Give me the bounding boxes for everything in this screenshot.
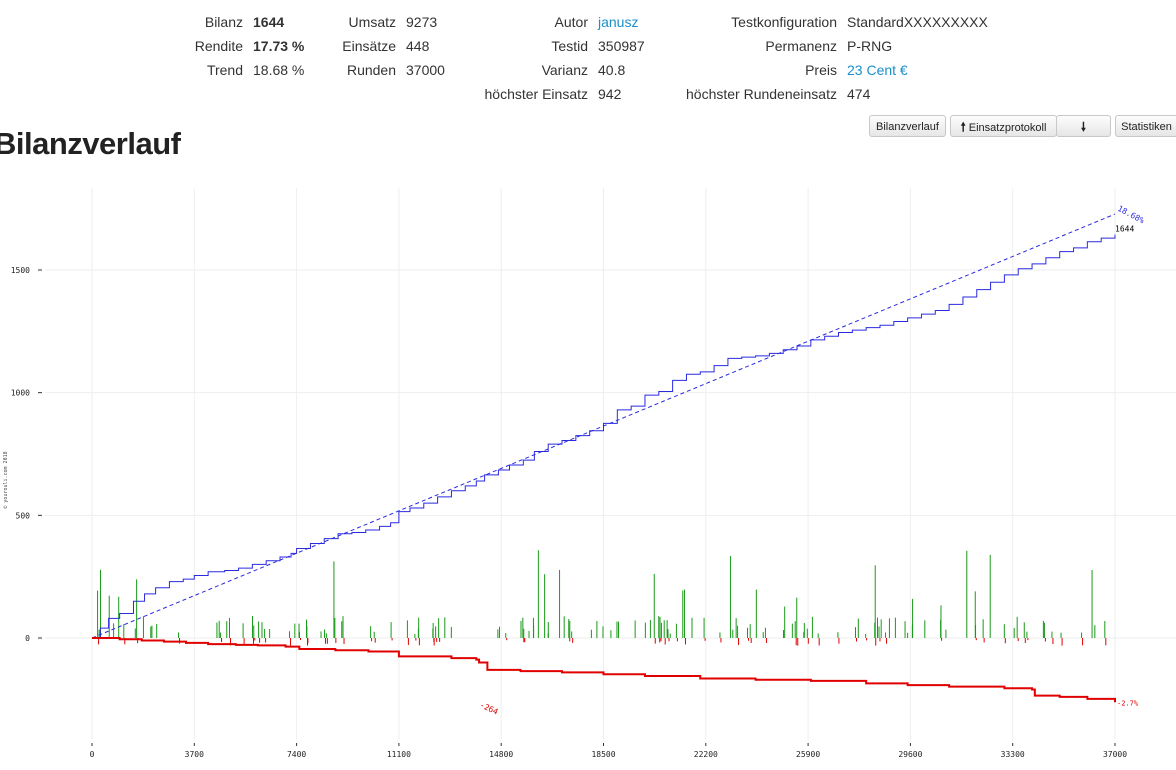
runden-label: Runden — [346, 62, 396, 78]
x-tick-label: 33300 — [1001, 750, 1025, 759]
preis-label: Preis — [805, 62, 837, 78]
x-tick-label: 37000 — [1103, 750, 1127, 759]
balance-line — [92, 234, 1116, 639]
loss-min-label: -264 — [478, 700, 499, 716]
preis-link[interactable]: 23 Cent € — [847, 62, 908, 78]
varianz-value: 40.8 — [598, 62, 626, 78]
x-tick-label: 22200 — [694, 750, 718, 759]
testkonfiguration-label: Testkonfiguration — [731, 14, 837, 30]
bet-bars — [97, 550, 1107, 646]
y-tick-label: 1500 — [11, 266, 30, 275]
x-tick-label: 29600 — [898, 750, 922, 759]
x-tick-label: 18500 — [591, 750, 615, 759]
page-title: Bilanzverlauf — [0, 126, 181, 161]
arrow-up-icon: 🠕 — [960, 120, 966, 134]
x-tick-label: 25900 — [796, 750, 820, 759]
loss-line — [92, 637, 1116, 703]
x-tick-label: 0 — [90, 750, 95, 759]
bilanz-value: 1644 — [253, 14, 285, 30]
einsaetze-label: Einsätze — [342, 38, 396, 54]
chart-axes: 0 3700 7400 11100 14800 18500 22200 25900 29600 3… — [11, 266, 1127, 759]
einsatzprotokoll-button[interactable]: 🠕 Einsatzprotokoll — [950, 115, 1057, 137]
rendite-value: 17.73 % — [253, 38, 305, 54]
y-tick-label: 1000 — [11, 389, 30, 398]
autor-label: Autor — [554, 14, 588, 30]
einsaetze-value: 448 — [406, 38, 430, 54]
testid-value: 350987 — [598, 38, 645, 54]
y-tick-label: 500 — [16, 511, 31, 520]
balance-end-label: 1644 — [1115, 225, 1134, 234]
varianz-label: Varianz — [541, 62, 588, 78]
hoechster-rundeneinsatz-value: 474 — [847, 86, 871, 102]
trend-label: 18.68% — [1116, 204, 1146, 226]
x-tick-label: 14800 — [489, 750, 513, 759]
runden-value: 37000 — [406, 62, 445, 78]
stats-panel: Bilanz 1644 Rendite 17.73 % Trend 18.68 … — [0, 10, 1176, 110]
hoechster-einsatz-label: höchster Einsatz — [484, 86, 589, 102]
download-button[interactable]: 🠗 — [1056, 115, 1111, 137]
y-tick-label: 0 — [25, 634, 30, 643]
x-tick-label: 11100 — [387, 750, 411, 759]
watermark: © yourouli.com 2018 — [3, 451, 9, 508]
statistiken-button[interactable]: Statistiken — [1115, 115, 1176, 137]
chart-lines — [91, 213, 1116, 703]
permanenz-value: P-RNG — [847, 38, 893, 54]
arrow-down-icon: 🠗 — [1080, 120, 1087, 134]
hoechster-einsatz-value: 942 — [598, 86, 622, 102]
x-tick-label: 3700 — [185, 750, 204, 759]
umsatz-label: Umsatz — [348, 14, 396, 30]
loss-end-label: -2.7% — [1117, 699, 1139, 707]
chart-grid — [45, 188, 1176, 740]
x-tick-label: 7400 — [287, 750, 306, 759]
autor-link[interactable]: janusz — [598, 14, 639, 30]
trend-label: Trend — [206, 62, 243, 78]
testid-label: Testid — [551, 38, 588, 54]
trend-line — [91, 213, 1116, 639]
trend-value: 18.68 % — [253, 62, 305, 78]
rendite-label: Rendite — [194, 38, 243, 54]
umsatz-value: 9273 — [406, 14, 438, 30]
einsatzprotokoll-label: Einsatzprotokoll — [968, 122, 1047, 134]
balance-chart: 0 3700 7400 11100 14800 18500 22200 25900 29600 3… — [3, 188, 1176, 759]
testkonfiguration-value: StandardXXXXXXXXX — [847, 14, 988, 30]
bilanzverlauf-button[interactable]: Bilanzverlauf — [869, 115, 946, 137]
hoechster-rundeneinsatz-label: höchster Rundeneinsatz — [686, 86, 837, 102]
permanenz-label: Permanenz — [765, 38, 837, 54]
bilanz-label: Bilanz — [204, 14, 243, 30]
